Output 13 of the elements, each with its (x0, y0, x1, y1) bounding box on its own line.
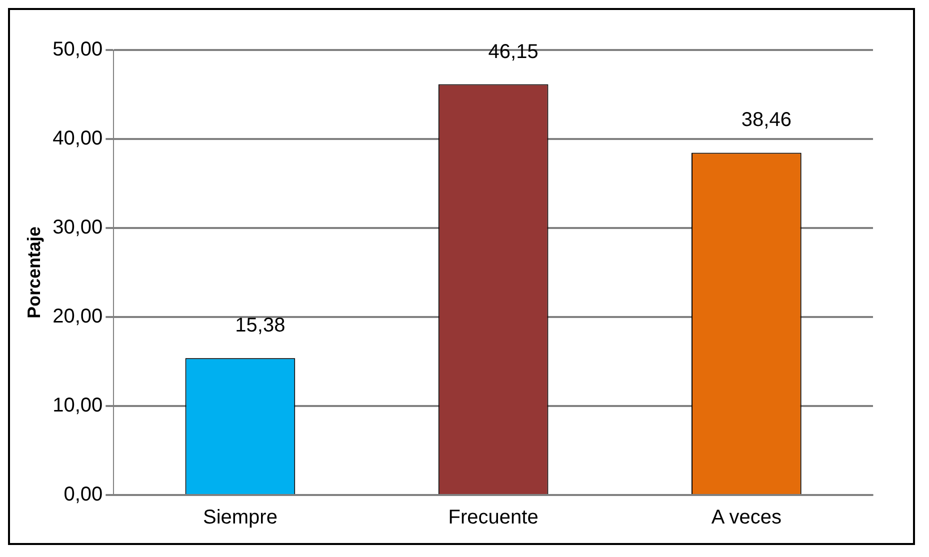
y-tick-label: 20,00 (52, 306, 103, 328)
data-label: 15,38 (235, 314, 286, 337)
y-tick-label: 10,00 (52, 394, 103, 417)
y-tick-label: 40,00 (52, 128, 103, 150)
x-tick-label: Frecuente (448, 506, 538, 529)
x-tick-label: Siempre (202, 506, 278, 529)
data-label: 38,46 (741, 109, 792, 132)
y-axis-title: Porcentaje (24, 226, 44, 319)
data-label: 46,15 (488, 40, 538, 63)
y-tick-label: 30,00 (52, 216, 103, 239)
y-tick-label: 0,00 (64, 484, 103, 506)
y-tick-label: 50,00 (52, 38, 103, 61)
x-tick-label: A veces (711, 506, 782, 529)
